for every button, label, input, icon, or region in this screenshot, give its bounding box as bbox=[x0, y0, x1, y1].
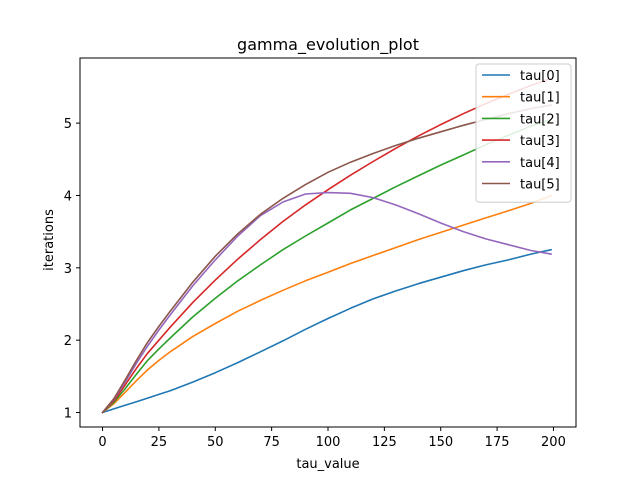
y-tick-label: 4 bbox=[64, 189, 72, 204]
x-tick-label: 100 bbox=[316, 435, 341, 450]
x-axis-title: tau_value bbox=[296, 457, 359, 472]
series-line-5 bbox=[101, 104, 553, 414]
series-line-4 bbox=[101, 191, 553, 414]
y-axis-title: iterations bbox=[42, 209, 57, 271]
legend-label: tau[2] bbox=[520, 112, 560, 127]
legend-label: tau[1] bbox=[520, 91, 560, 106]
legend-label: tau[3] bbox=[520, 134, 560, 149]
series-line-3 bbox=[101, 77, 553, 414]
y-tick-label: 5 bbox=[64, 117, 72, 132]
x-tick-label: 75 bbox=[263, 435, 280, 450]
series-line-1 bbox=[101, 194, 553, 414]
x-tick-label: 175 bbox=[485, 435, 510, 450]
series-line-0 bbox=[101, 248, 553, 414]
legend-box bbox=[475, 63, 572, 203]
legend-label: tau[4] bbox=[520, 156, 560, 171]
legend-label: tau[5] bbox=[520, 178, 560, 193]
series-lines bbox=[101, 77, 553, 414]
series-line-2 bbox=[101, 118, 553, 414]
legend: tau[0] tau[1] tau[2] tau[3] tau[4] tau[5] bbox=[475, 63, 572, 203]
chart-title: gamma_evolution_plot bbox=[237, 35, 419, 55]
y-tick-label: 3 bbox=[64, 262, 72, 277]
x-tick-label: 125 bbox=[372, 435, 397, 450]
x-tick-label: 50 bbox=[207, 435, 224, 450]
x-tick-label: 200 bbox=[541, 435, 566, 450]
legend-label: tau[0] bbox=[520, 69, 560, 84]
x-tick-label: 150 bbox=[428, 435, 453, 450]
x-tick-label: 0 bbox=[98, 435, 106, 450]
y-tick-label: 2 bbox=[64, 334, 72, 349]
axis-ticks: 0 25 50 75 100 125 150 175 200 1 2 3 4 5 bbox=[64, 117, 566, 450]
y-tick-label: 1 bbox=[64, 407, 72, 422]
x-tick-label: 25 bbox=[151, 435, 168, 450]
